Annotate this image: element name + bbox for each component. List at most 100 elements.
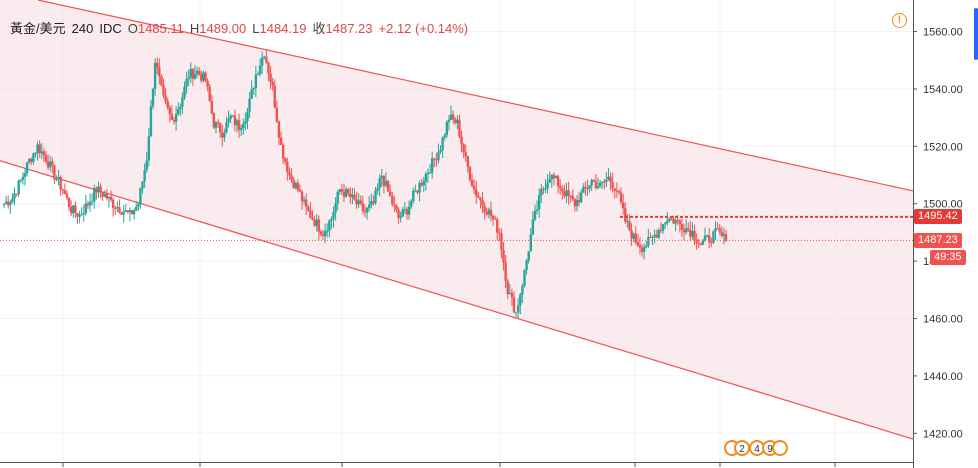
candle-body	[44, 155, 48, 162]
candle-body	[349, 193, 352, 198]
candle-body	[13, 193, 16, 199]
candle-body	[97, 186, 100, 193]
candle-body	[263, 56, 266, 58]
candle-body	[57, 176, 60, 180]
candle-body	[288, 172, 291, 176]
candle-body	[197, 70, 201, 75]
low-value: 1484.19	[259, 21, 307, 36]
candle-body	[470, 179, 474, 187]
candle-body	[416, 190, 419, 193]
candle-body	[170, 113, 174, 120]
candle-body	[624, 208, 627, 222]
channel-upper-line[interactable]	[37, 0, 914, 192]
candle-body	[676, 219, 679, 221]
candle-body	[286, 161, 289, 173]
candle-body	[443, 135, 446, 138]
candle-body	[294, 182, 297, 188]
candle-body	[76, 212, 79, 217]
candle-body	[202, 72, 205, 81]
candle-body	[361, 203, 365, 212]
symbol-name[interactable]: 黃金/美元	[10, 21, 66, 36]
candle-body	[451, 114, 455, 120]
candle-body	[265, 56, 268, 63]
alert-icon[interactable]: !	[892, 13, 907, 28]
candle-body	[544, 188, 547, 190]
candle-body	[720, 231, 724, 236]
candle-body	[569, 195, 572, 197]
candle-body	[508, 292, 512, 295]
candle-body	[655, 234, 658, 238]
candle-body	[193, 74, 197, 79]
candle-body	[319, 231, 323, 235]
candle-body	[32, 153, 35, 162]
candle-body	[311, 217, 314, 220]
price-scale-scrollbar[interactable]	[974, 8, 978, 60]
candle-body	[250, 89, 253, 99]
candle-body	[409, 201, 413, 207]
event-badge-1[interactable]: 2	[734, 440, 750, 456]
candle-body	[485, 212, 488, 215]
candle-body	[380, 175, 383, 179]
candle-body	[391, 196, 394, 205]
candle-body	[678, 220, 682, 224]
candle-body	[533, 210, 537, 220]
candle-body	[195, 70, 199, 75]
candle-body	[397, 209, 400, 219]
candle-body	[300, 191, 304, 202]
candle-body	[27, 158, 31, 163]
candle-body	[613, 188, 616, 191]
candle-body	[40, 151, 43, 154]
candle-body	[586, 188, 589, 190]
candle-body	[649, 236, 652, 238]
candle-body	[107, 196, 111, 199]
candle-body	[321, 234, 325, 237]
candle-body	[156, 62, 159, 68]
candle-body	[531, 219, 535, 235]
candle-body	[67, 197, 71, 207]
candle-body	[17, 180, 20, 195]
candle-body	[699, 243, 703, 245]
candle-body	[638, 245, 642, 248]
channel-lower-line[interactable]	[0, 160, 914, 440]
candle-body	[370, 201, 373, 205]
candle-body	[187, 77, 190, 80]
descending-channel[interactable]	[0, 0, 913, 440]
candle-body	[151, 88, 155, 107]
candle-body	[517, 305, 520, 313]
candle-body	[640, 247, 644, 252]
candle-body	[376, 187, 379, 191]
candle-body	[374, 190, 377, 204]
candle-body	[506, 280, 509, 295]
candle-body	[552, 174, 556, 179]
candle-body	[72, 205, 75, 214]
candle-body	[183, 86, 186, 98]
candle-body	[691, 231, 694, 237]
candle-body	[340, 189, 344, 192]
candle-body	[69, 206, 73, 214]
candle-body	[626, 221, 629, 223]
open-value: 1485.11	[137, 21, 184, 36]
candle-body	[666, 221, 669, 224]
candle-body	[126, 210, 130, 213]
candle-body	[116, 207, 119, 209]
candle-body	[63, 190, 67, 194]
candle-body	[162, 85, 165, 96]
event-flag-eu-icon[interactable]	[772, 440, 788, 456]
candle-body	[701, 240, 705, 245]
candle-body	[367, 204, 371, 208]
low-label: L	[252, 21, 260, 36]
candle-body	[363, 211, 367, 213]
candle-body	[487, 209, 491, 215]
candle-body	[504, 262, 507, 281]
candle-body	[48, 161, 52, 168]
candle-body	[645, 245, 648, 248]
candle-body	[603, 181, 606, 183]
candle-body	[269, 73, 272, 82]
candle-body	[529, 234, 533, 252]
candle-body	[668, 218, 671, 222]
open-label: O	[127, 21, 138, 36]
candle-body	[430, 158, 434, 173]
candle-body	[160, 76, 163, 86]
interval-label[interactable]: 240	[71, 21, 94, 36]
